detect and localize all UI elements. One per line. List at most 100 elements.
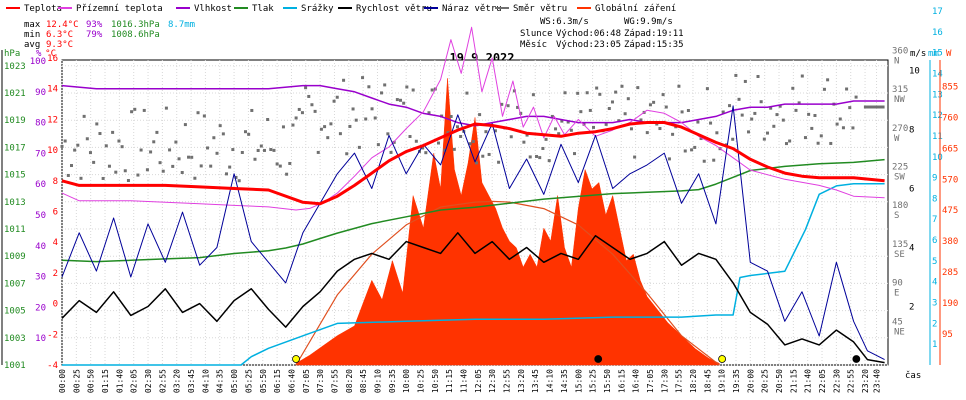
x-tick-label: 01:40	[115, 369, 124, 393]
wind-dir-point	[79, 176, 83, 180]
tick-label-degc: 16	[47, 54, 58, 64]
wind-dir-point	[598, 92, 602, 96]
tick-label-pct: 40	[35, 242, 46, 252]
radiation-fill	[295, 78, 720, 366]
wind-dir-point	[762, 137, 766, 141]
x-tick-label: 12:05	[474, 369, 483, 393]
x-tick-label: 07:05	[302, 369, 311, 393]
wind-dir-point	[361, 76, 365, 80]
wind-dir-point	[212, 136, 216, 140]
wind-gust-line	[61, 105, 885, 361]
tick-label-ms: 8	[909, 126, 914, 136]
x-tick-label: 12:55	[503, 369, 512, 393]
wind-dir-point	[357, 145, 361, 149]
tick-label-pct: 50	[35, 211, 46, 221]
legend-entry: Srážky	[301, 4, 334, 14]
tick-label-pct: 30	[35, 273, 46, 283]
tick-label-wdir-deg: 180	[892, 201, 908, 211]
radiation-area	[295, 78, 720, 366]
wind-dir-point	[756, 74, 760, 78]
tick-label-hpa: 1013	[4, 198, 26, 208]
wind-dir-point	[190, 155, 194, 159]
x-tick-label: 10:50	[431, 369, 440, 393]
wind-dir-point	[351, 107, 355, 111]
wind-dir-point	[610, 100, 614, 104]
x-tick-label: 21:40	[804, 369, 813, 393]
wind-dir-point	[364, 117, 368, 121]
wind-dir-point	[493, 129, 497, 133]
tick-label-degc: 14	[47, 85, 58, 95]
wind-dir-point	[728, 104, 732, 108]
wind-dir-point	[617, 119, 621, 123]
tick-label-degc: 0	[53, 300, 58, 310]
wind-dir-point	[538, 156, 542, 160]
wind-dir-point	[848, 106, 852, 110]
wind-dir-point	[585, 91, 589, 95]
wind-dir-point	[281, 125, 285, 129]
legend-entry: Teplota	[24, 4, 62, 14]
x-tick-label: 23:40	[873, 369, 882, 393]
wind-dir-point	[854, 95, 858, 99]
wind-dir-point	[487, 152, 491, 156]
wind-dir-point	[380, 91, 384, 95]
x-tick-label: 13:20	[517, 369, 526, 393]
wind-dir-point	[560, 119, 564, 123]
clear-sky-line	[295, 200, 720, 366]
wind-dir-point	[512, 89, 516, 93]
wind-dir-point	[750, 117, 754, 121]
legend-entry: Tlak	[252, 4, 274, 14]
wind-dir-point	[354, 118, 358, 122]
wind-dir-point	[690, 148, 694, 152]
sunrise-marker	[292, 355, 300, 363]
temperature-line	[61, 121, 885, 206]
tick-label-wm2: 190	[942, 299, 958, 309]
wind-dir-point	[386, 132, 390, 136]
tick-label-hpa: 1015	[4, 171, 26, 181]
wind-dir-point	[313, 109, 317, 113]
x-tick-label: 20:50	[775, 369, 784, 393]
x-tick-label: 11:40	[460, 369, 469, 393]
rain-line	[62, 183, 885, 366]
tick-label-ms: 6	[909, 185, 914, 195]
wind-dir-point	[731, 137, 735, 141]
wind-dir-point	[705, 87, 709, 91]
sun-label: Slunce	[520, 29, 553, 39]
wind-dir-point	[658, 127, 662, 131]
wind-dir-point	[481, 154, 485, 158]
tick-label-wdir-dir: W	[894, 134, 900, 144]
stat-max-temp: 12.4°C	[46, 20, 79, 30]
wind-dir-point	[535, 154, 539, 158]
wind-dir-point	[164, 106, 168, 110]
x-tick-label: 02:05	[130, 369, 139, 393]
wind-dir-point	[838, 117, 842, 121]
moon-label: Měsíc	[520, 40, 547, 50]
wind-dir-point	[66, 173, 70, 177]
wind-dir-point	[680, 110, 684, 114]
tick-label-degc: 2	[53, 269, 58, 279]
tick-label-wdir-dir: E	[894, 289, 899, 299]
wind-dir-point	[452, 147, 456, 151]
tick-label-mm: 16	[932, 28, 943, 38]
tick-label-mm: 13	[932, 90, 943, 100]
wind-dir-point	[645, 131, 649, 135]
tick-label-wdir-dir: NE	[894, 327, 905, 337]
tick-label-mm: 6	[932, 236, 937, 246]
wind-dir-point	[443, 148, 447, 152]
wind-dir-point	[595, 86, 599, 90]
wind-dir-point	[803, 136, 807, 140]
x-tick-label: 09:10	[374, 369, 383, 393]
x-tick-label: 11:15	[445, 369, 454, 393]
wind-dir-point	[111, 130, 115, 134]
moon-rise: Východ:23:05	[556, 40, 621, 50]
x-tick-label: 05:25	[244, 369, 253, 393]
humidity-line	[61, 84, 885, 127]
x-tick-label: 21:15	[789, 369, 798, 393]
wind-dir-point	[661, 93, 665, 97]
wind-dir-point	[319, 127, 323, 131]
wind-dir-point	[133, 107, 137, 111]
x-tick-label: 04:35	[216, 369, 225, 393]
legend-entry: Náraz větru	[442, 4, 502, 14]
x-tick-label: 00:00	[58, 369, 67, 393]
wind-dir-point	[262, 148, 266, 152]
wind-dir-point	[177, 157, 181, 161]
